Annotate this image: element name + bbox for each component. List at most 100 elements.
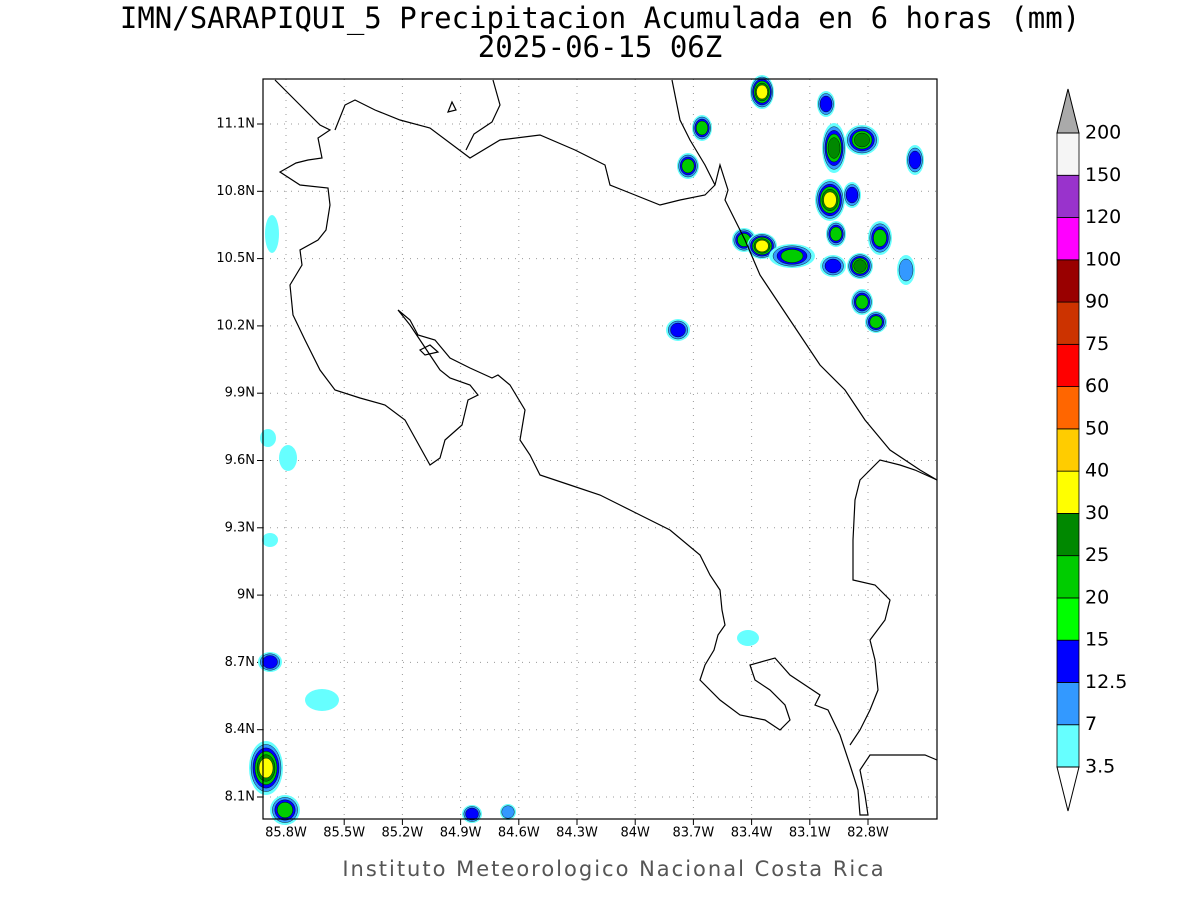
precip-contour: [277, 802, 294, 819]
colorbar-label: 200: [1085, 122, 1121, 144]
y-tick-label: 9.9N: [225, 386, 255, 401]
precip-contour: [823, 191, 837, 209]
x-tick-label: 83.1W: [789, 826, 831, 841]
precip-contour: [305, 689, 339, 711]
precip-contour: [853, 259, 867, 273]
precip-contour: [262, 655, 278, 669]
y-tick-label: 11.1N: [216, 117, 255, 132]
precip-contour: [696, 120, 709, 136]
colorbar-label: 7: [1085, 713, 1097, 735]
coast-north: [465, 79, 501, 151]
x-tick-label: 83.4W: [731, 826, 773, 841]
border-panama: [849, 459, 938, 746]
precip-contour: [501, 805, 515, 819]
precip-contour: [830, 226, 843, 242]
island: [418, 344, 440, 356]
y-tick-label: 9N: [237, 588, 255, 603]
y-tick-label: 9.6N: [225, 453, 255, 468]
colorbar-box: [1056, 259, 1080, 303]
precip-contour: [265, 215, 279, 253]
colorbar-under: [1056, 766, 1080, 812]
precip-contour: [898, 258, 914, 282]
precip-contour: [737, 630, 759, 646]
x-tick-label: 83.7W: [672, 826, 714, 841]
coast-caribbean: [334, 99, 938, 481]
colorbar-label: 120: [1085, 206, 1121, 228]
x-tick-label: 85.8W: [265, 826, 307, 841]
map-frame: [262, 78, 938, 820]
colorbar-label: 25: [1085, 544, 1109, 566]
x-tick-label: 85.5W: [323, 826, 365, 841]
precip-contour: [869, 315, 883, 329]
x-tick-label: 84.3W: [556, 826, 598, 841]
colorbar-label: 30: [1085, 502, 1109, 524]
y-tick-label: 8.1N: [225, 790, 255, 805]
colorbar-label: 75: [1085, 333, 1109, 355]
title: IMN/SARAPIQUI_5 Precipitacion Acumulada …: [120, 1, 1080, 36]
precip-contour: [845, 186, 859, 204]
coastline: [274, 79, 938, 816]
precip-contour: [670, 322, 686, 338]
y-tick-label: 10.8N: [216, 184, 255, 199]
subtitle: 2025-06-15 06Z: [478, 30, 722, 64]
y-tick-label: 8.4N: [225, 722, 255, 737]
precipitation-field: [249, 75, 924, 825]
x-tick-label: 84W: [620, 826, 650, 841]
colorbar-label: 12.5: [1085, 671, 1127, 693]
coast-east: [671, 79, 716, 186]
colorbar: 3.5 7 12.5 15 20 25 30 40 50 60 75 90 100 120 150 200: [1056, 88, 1127, 812]
precip-contour: [262, 533, 278, 547]
colorbar-box: [1056, 639, 1080, 683]
x-tick-label: 85.2W: [381, 826, 423, 841]
precip-contour: [827, 137, 841, 159]
island: [447, 100, 457, 113]
colorbar-box: [1056, 555, 1080, 599]
colorbar-label: 40: [1085, 460, 1109, 482]
colorbar-box: [1056, 301, 1080, 345]
colorbar-box: [1056, 386, 1080, 430]
colorbar-label: 100: [1085, 248, 1121, 270]
precip-contour: [756, 84, 768, 100]
colorbar-box: [1056, 132, 1080, 176]
precip-contour: [873, 229, 887, 247]
precip-contour: [279, 445, 297, 471]
precip-contour: [258, 757, 274, 779]
colorbar-box: [1056, 597, 1080, 641]
x-tick-label: 84.6W: [498, 826, 540, 841]
footer-credit: Instituto Meteorologico Nacional Costa R…: [342, 857, 885, 881]
y-tick-label: 10.5N: [216, 251, 255, 266]
colorbar-box: [1056, 470, 1080, 514]
y-tick-label: 9.3N: [225, 520, 255, 535]
precip-contour: [465, 807, 479, 821]
precip-contour: [681, 158, 695, 174]
x-tick-label: 84.9W: [440, 826, 482, 841]
grid: 85.8W 85.5W 85.2W 84.9W 84.6W 84.3W 84W 83.7W 83…: [216, 79, 937, 841]
precip-contour: [780, 249, 804, 263]
precip-contour: [824, 258, 842, 274]
colorbar-box: [1056, 174, 1080, 218]
precip-contour: [908, 150, 922, 170]
colorbar-label: 60: [1085, 375, 1109, 397]
colorbar-box: [1056, 682, 1080, 726]
colorbar-box: [1056, 343, 1080, 388]
colorbar-box: [1056, 428, 1080, 472]
colorbar-label: 3.5: [1085, 756, 1115, 778]
colorbar-over: [1056, 88, 1080, 134]
y-tick-label: 8.7N: [225, 655, 255, 670]
colorbar-label: 15: [1085, 629, 1109, 651]
colorbar-label: 150: [1085, 164, 1121, 186]
colorbar-box: [1056, 217, 1080, 261]
colorbar-box: [1056, 513, 1080, 557]
precip-contour: [260, 429, 276, 447]
colorbar-label: 20: [1085, 586, 1109, 608]
colorbar-box: [1056, 724, 1080, 768]
x-tick-label: 82.8W: [847, 826, 889, 841]
colorbar-label: 90: [1085, 291, 1109, 313]
coast-pacific: [274, 79, 938, 816]
precip-contour: [755, 239, 769, 253]
precip-contour: [819, 95, 833, 113]
precip-contour: [854, 132, 870, 148]
precip-contour: [855, 294, 869, 310]
y-tick-label: 10.2N: [216, 318, 255, 333]
